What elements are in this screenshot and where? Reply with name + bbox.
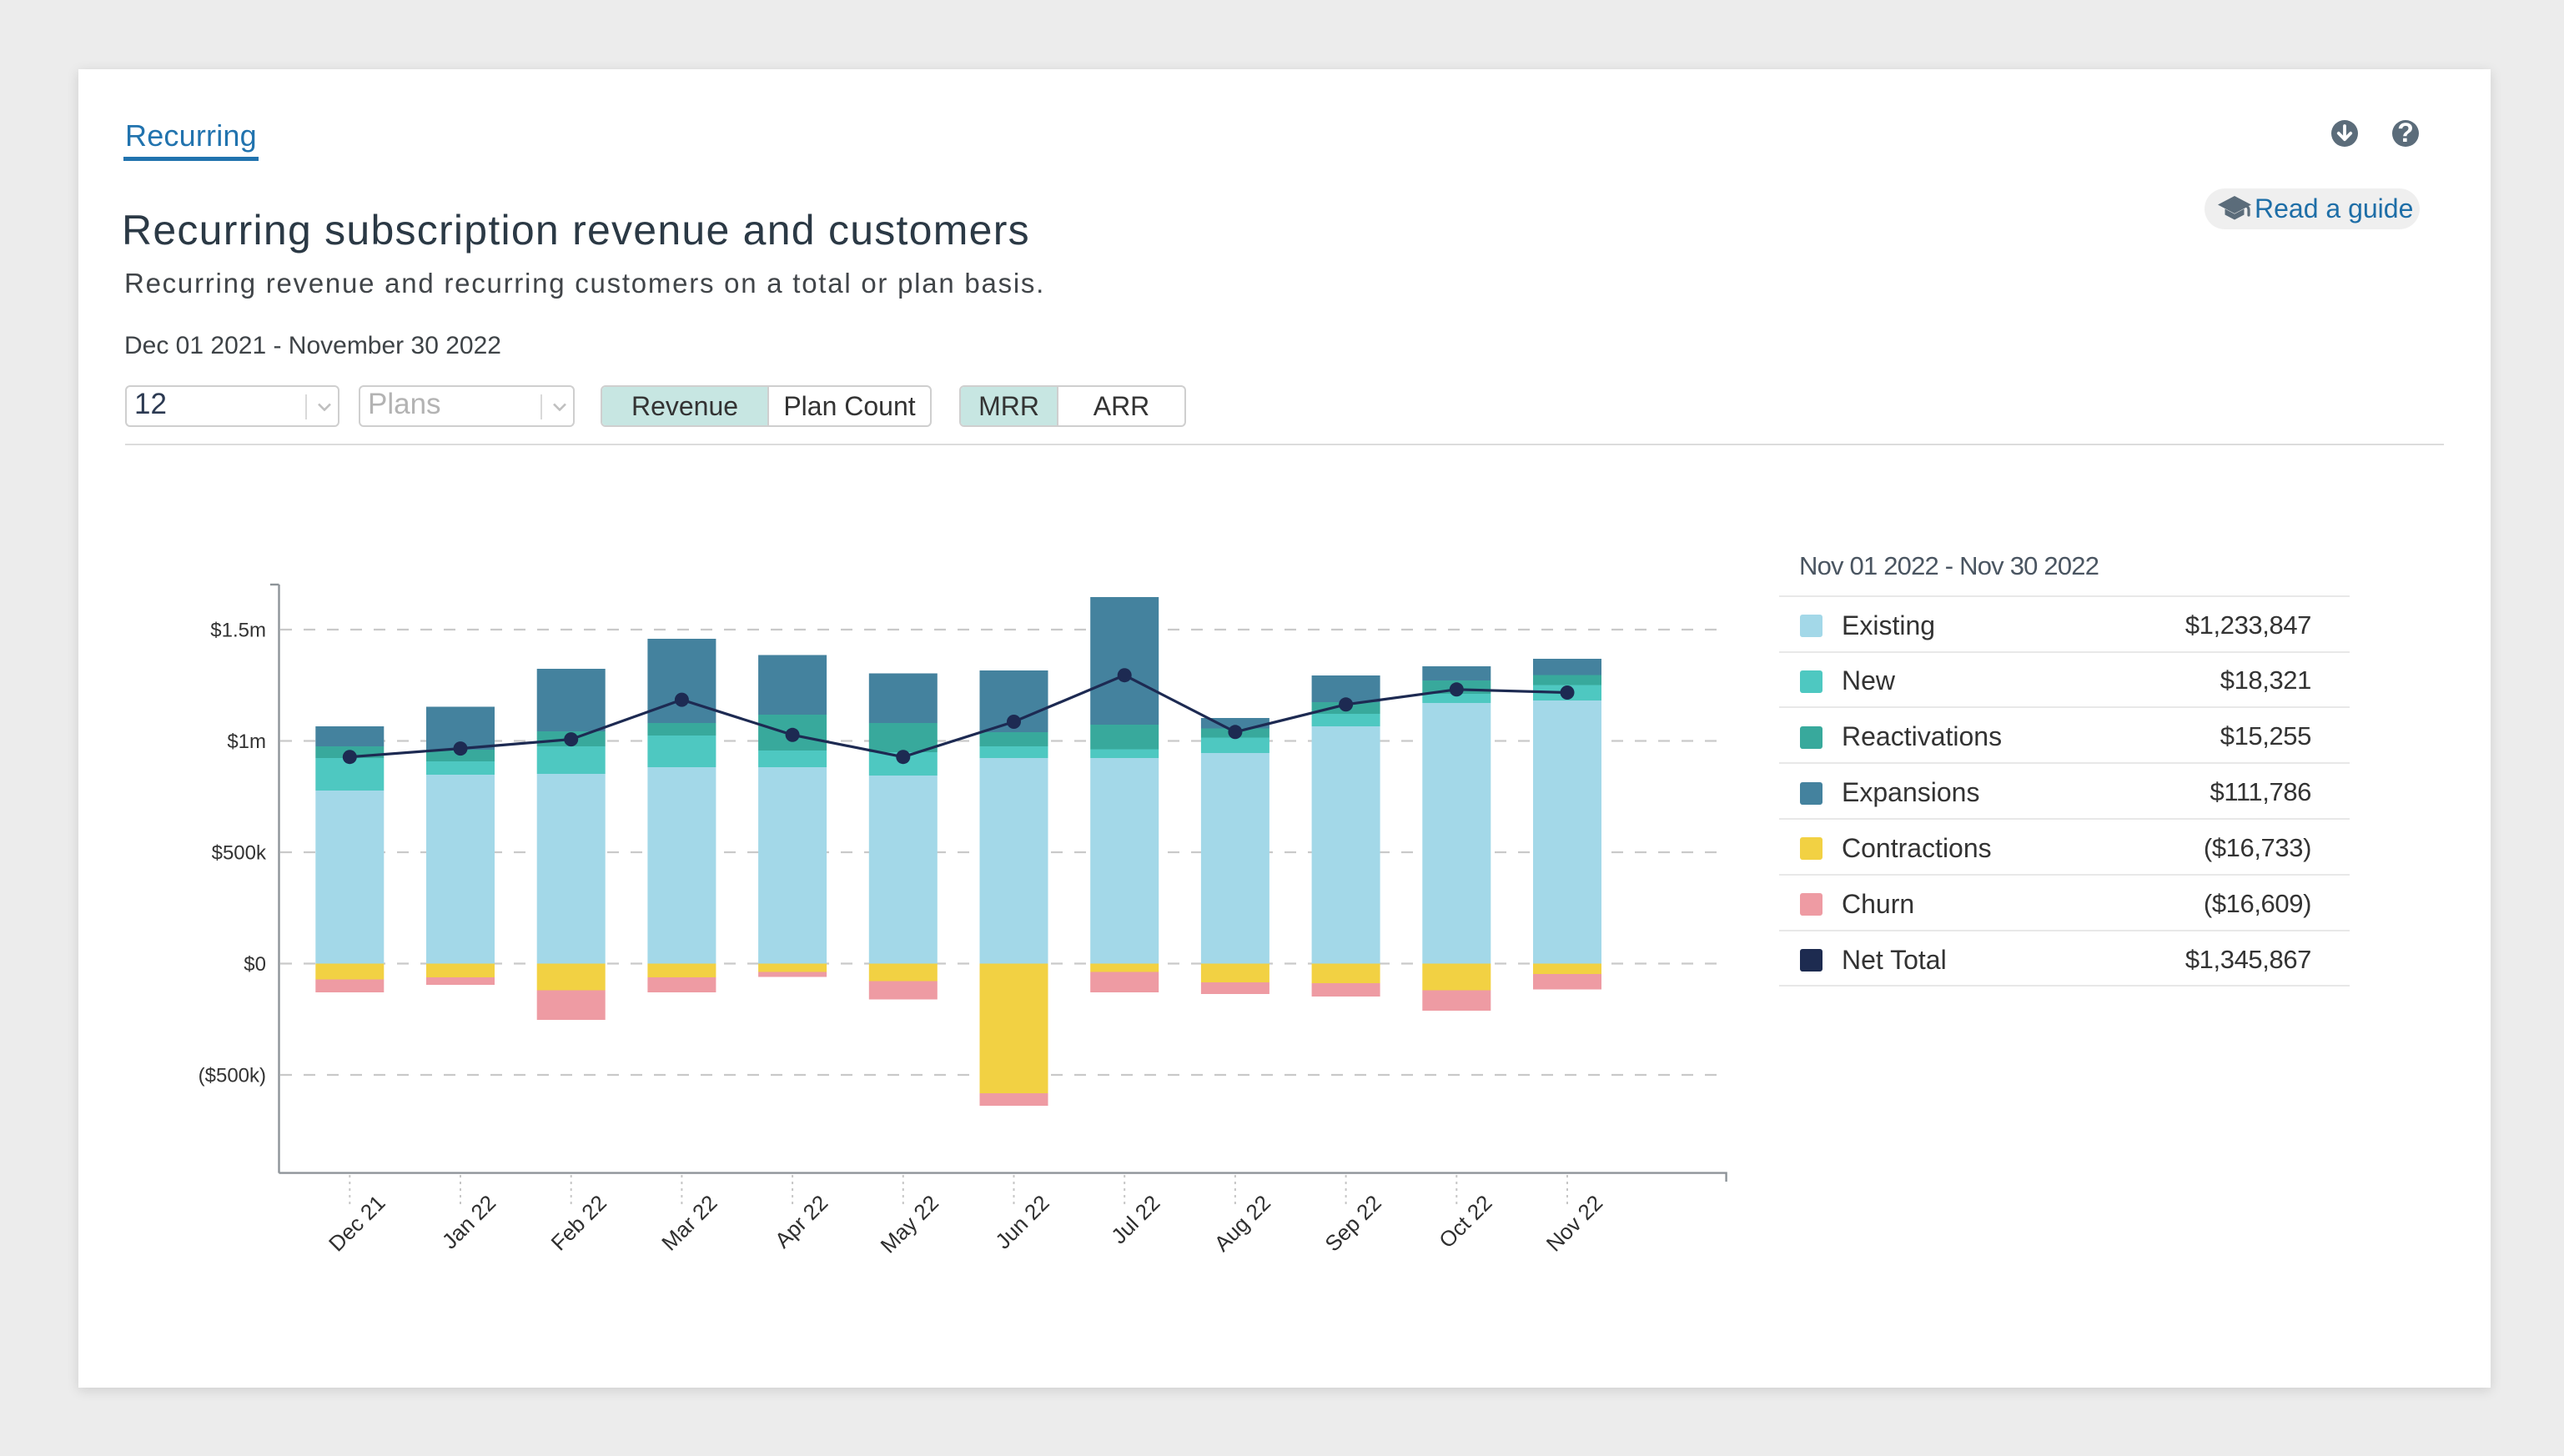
svg-text:Jan 22: Jan 22 <box>437 1190 500 1253</box>
svg-text:$0: $0 <box>244 953 266 976</box>
svg-text:Dec 21: Dec 21 <box>324 1190 390 1256</box>
svg-text:$1.5m: $1.5m <box>210 620 266 642</box>
svg-text:($500k): ($500k) <box>199 1065 266 1087</box>
svg-text:$1m: $1m <box>227 731 266 753</box>
svg-text:Mar 22: Mar 22 <box>656 1190 721 1255</box>
svg-text:Feb 22: Feb 22 <box>545 1190 611 1255</box>
svg-text:May 22: May 22 <box>876 1190 944 1258</box>
svg-text:Jun 22: Jun 22 <box>990 1190 1053 1253</box>
svg-text:Apr 22: Apr 22 <box>770 1190 832 1253</box>
svg-text:$500k: $500k <box>212 842 267 865</box>
svg-text:Nov 22: Nov 22 <box>1541 1190 1607 1256</box>
svg-text:Sep 22: Sep 22 <box>1320 1190 1385 1256</box>
svg-text:Oct 22: Oct 22 <box>1434 1190 1496 1253</box>
svg-text:Aug 22: Aug 22 <box>1209 1190 1275 1256</box>
svg-text:Jul 22: Jul 22 <box>1106 1190 1164 1248</box>
